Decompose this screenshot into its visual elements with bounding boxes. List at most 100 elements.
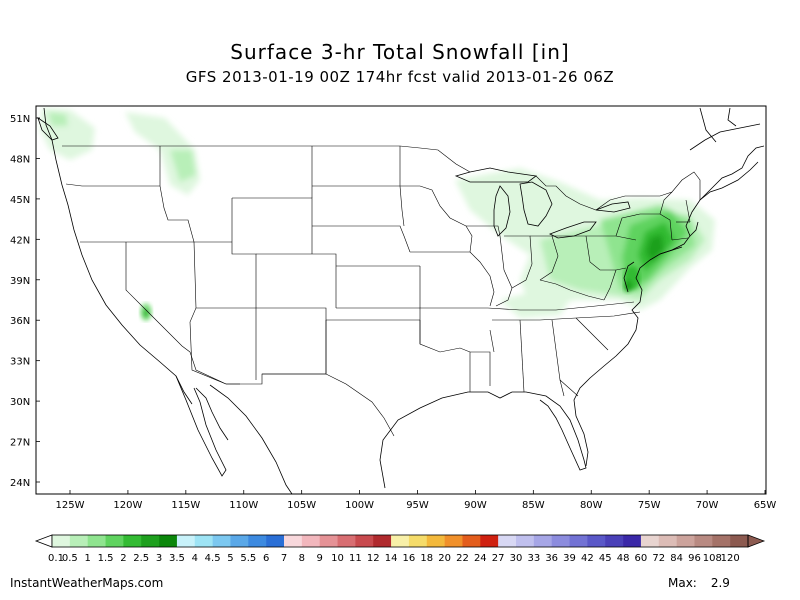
colorbar-swatch bbox=[694, 535, 713, 547]
lon-label: 115W bbox=[171, 500, 200, 511]
colorbar-swatch bbox=[248, 535, 267, 547]
colorbar-swatch bbox=[712, 535, 731, 547]
colorbar-swatch bbox=[230, 535, 249, 547]
colorbar-swatch bbox=[640, 535, 660, 547]
colorbar-swatch bbox=[87, 535, 106, 547]
colorbar-label: 45 bbox=[599, 553, 612, 564]
lat-label: 33N bbox=[10, 357, 30, 368]
colorbar-label: 72 bbox=[652, 553, 665, 564]
colorbar-swatch bbox=[569, 535, 588, 547]
sierra-snow-spot bbox=[140, 303, 152, 321]
colorbar-label: 2 bbox=[120, 553, 126, 564]
lon-label: 105W bbox=[287, 500, 316, 511]
colorbar: 0.10.5 1 1.5 2 2.5 3 3.5 4 4.5 5 5.5 6 7 8 9 10 11 12 14 16… bbox=[34, 534, 766, 564]
colorbar-label: 5.5 bbox=[240, 553, 256, 564]
max-value-readout: Max: 2.9 bbox=[668, 576, 730, 590]
colorbar-label: 33 bbox=[527, 553, 540, 564]
colorbar-swatch bbox=[587, 535, 606, 547]
colorbar-label: 18 bbox=[420, 553, 433, 564]
colorbar-swatch bbox=[444, 535, 463, 547]
lon-label: 110W bbox=[229, 500, 258, 511]
colorbar-label: 20 bbox=[438, 553, 451, 564]
colorbar-swatch bbox=[730, 535, 749, 547]
longitude-labels: 125W 120W 115W 110W 105W 100W 95W 90W 85W 80W 75W 7… bbox=[56, 490, 777, 511]
colorbar-label: 1.5 bbox=[98, 553, 114, 564]
lon-label: 65W bbox=[754, 500, 777, 511]
colorbar-label: 4.5 bbox=[205, 553, 221, 564]
colorbar-label: 9 bbox=[317, 553, 323, 564]
colorbar-label: 27 bbox=[492, 553, 505, 564]
max-label: Max: bbox=[668, 576, 697, 590]
colorbar-label: 120 bbox=[721, 553, 740, 564]
colorbar-swatch bbox=[212, 535, 231, 547]
colorbar-swatch bbox=[194, 535, 213, 547]
colorbar-label: 5 bbox=[227, 553, 233, 564]
colorbar-label: 0.1 bbox=[48, 553, 64, 564]
snowfall-shading bbox=[40, 108, 715, 318]
colorbar-swatch bbox=[301, 535, 320, 547]
lon-label: 85W bbox=[522, 500, 545, 511]
colorbar-swatch bbox=[373, 535, 392, 547]
colorbar-label: 16 bbox=[403, 553, 416, 564]
colorbar-label: 4 bbox=[192, 553, 198, 564]
lat-label: 36N bbox=[10, 316, 30, 327]
colorbar-label: 14 bbox=[385, 553, 398, 564]
colorbar-swatch bbox=[105, 535, 124, 547]
lat-label: 24N bbox=[10, 478, 30, 489]
colorbar-swatch bbox=[516, 535, 535, 547]
colorbar-label: 84 bbox=[670, 553, 683, 564]
colorbar-swatch bbox=[284, 535, 303, 547]
lon-label: 120W bbox=[113, 500, 142, 511]
colorbar-label: 11 bbox=[349, 553, 362, 564]
colorbar-label: 96 bbox=[688, 553, 701, 564]
colorbar-label: 48 bbox=[617, 553, 630, 564]
lat-label: 48N bbox=[10, 154, 30, 165]
colorbar-swatch bbox=[605, 535, 624, 547]
colorbar-swatch bbox=[658, 535, 677, 547]
lat-label: 42N bbox=[10, 235, 30, 246]
colorbar-swatch bbox=[52, 535, 71, 547]
colorbar-label: 12 bbox=[367, 553, 380, 564]
map-title: Surface 3-hr Total Snowfall [in] bbox=[230, 40, 570, 64]
colorbar-swatch bbox=[498, 535, 517, 547]
colorbar-swatch bbox=[123, 535, 142, 547]
lon-label: 75W bbox=[638, 500, 661, 511]
state-borders bbox=[62, 145, 701, 437]
lat-label: 45N bbox=[10, 195, 30, 206]
colorbar-swatch bbox=[176, 535, 196, 547]
colorbar-label: 30 bbox=[510, 553, 523, 564]
colorbar-label: 42 bbox=[581, 553, 594, 564]
colorbar-label: 10 bbox=[331, 553, 344, 564]
colorbar-label: 0.5 bbox=[62, 553, 78, 564]
lon-label: 125W bbox=[56, 500, 85, 511]
colorbar-label: 39 bbox=[563, 553, 576, 564]
lat-label: 30N bbox=[10, 397, 30, 408]
colorbar-swatch bbox=[408, 535, 428, 547]
max-value: 2.9 bbox=[710, 576, 730, 590]
colorbar-right-arrow bbox=[747, 534, 766, 548]
site-credit: InstantWeatherMaps.com bbox=[10, 576, 164, 590]
colorbar-label: 108 bbox=[703, 553, 722, 564]
colorbar-swatch bbox=[426, 535, 445, 547]
colorbar-label: 7 bbox=[281, 553, 287, 564]
lon-label: 70W bbox=[696, 500, 719, 511]
colorbar-label: 22 bbox=[456, 553, 469, 564]
colorbar-label: 36 bbox=[545, 553, 558, 564]
colorbar-swatch bbox=[355, 535, 374, 547]
colorbar-swatch bbox=[533, 535, 552, 547]
colorbar-swatch bbox=[319, 535, 338, 547]
map-subtitle: GFS 2013-01-19 00Z 174hr fcst valid 2013… bbox=[185, 68, 615, 86]
coastline-outlines bbox=[37, 107, 765, 494]
colorbar-swatch bbox=[159, 535, 178, 547]
colorbar-swatch bbox=[462, 535, 481, 547]
lon-label: 90W bbox=[464, 500, 487, 511]
lat-label: 51N bbox=[10, 114, 30, 125]
colorbar-label: 1 bbox=[85, 553, 91, 564]
colorbar-swatch bbox=[337, 535, 356, 547]
latitude-labels: 51N 48N 45N 42N 39N 36N 33N 30N 27N 24N bbox=[10, 114, 40, 489]
colorbar-left-arrow bbox=[34, 534, 53, 548]
lon-label: 80W bbox=[580, 500, 603, 511]
colorbar-label: 6 bbox=[263, 553, 269, 564]
colorbar-swatch bbox=[69, 535, 88, 547]
lon-label: 100W bbox=[345, 500, 374, 511]
